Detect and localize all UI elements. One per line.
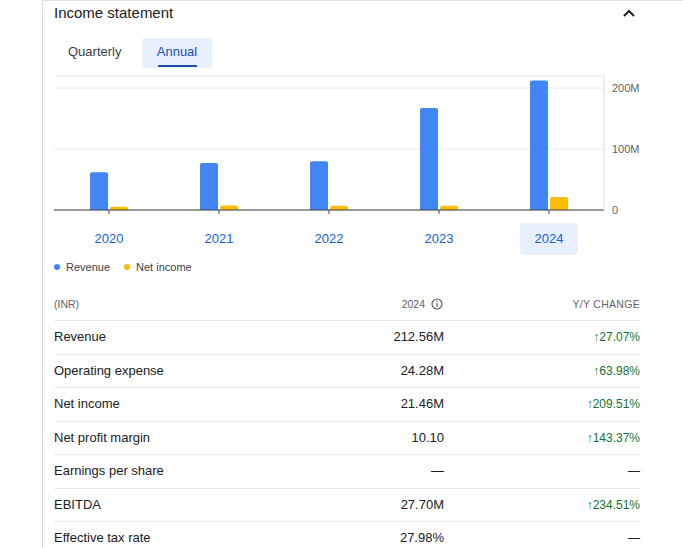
html-text:212.56M: 212.56M (393, 329, 444, 344)
html-text:EBITDA: EBITDA (54, 496, 101, 512)
html-text:Quarterly: Quarterly (68, 44, 122, 59)
html-text:(INR): (INR) (54, 298, 80, 310)
svg-text:2022: 2022 (315, 231, 344, 246)
svg-text:100M: 100M (612, 143, 640, 155)
html-text:Y/Y CHANGE: Y/Y CHANGE (572, 298, 640, 310)
html-text:Net profit margin: Net profit margin (54, 429, 151, 445)
html-text:↑63.98%: ↑63.98% (593, 363, 640, 378)
html-text:Effective tax rate: Effective tax rate (54, 530, 151, 545)
html-text:Operating expense: Operating expense (54, 362, 164, 378)
html-text:10.10: 10.10 (411, 429, 444, 445)
html-text:Income statement: Income statement (54, 4, 174, 21)
html-text:Revenue: Revenue (54, 329, 106, 344)
html-text:Net income: Net income (54, 396, 120, 411)
svg-text:0: 0 (612, 204, 618, 216)
html-text:2024: 2024 (401, 298, 425, 310)
html-text:Net income: Net income (136, 261, 192, 273)
svg-text:2020: 2020 (95, 231, 124, 246)
html-text:↑234.51%: ↑234.51% (586, 497, 640, 512)
html-text:↑209.51%: ↑209.51% (586, 397, 640, 411)
svg-text:2021: 2021 (205, 231, 234, 246)
svg-text:2023: 2023 (425, 231, 454, 246)
html-text:21.46M: 21.46M (400, 396, 444, 411)
html-text:27.98%: 27.98% (399, 530, 444, 545)
html-text:27.70M: 27.70M (400, 496, 444, 512)
html-text:↑27.07%: ↑27.07% (593, 330, 640, 344)
html-text:↑143.37%: ↑143.37% (586, 430, 640, 445)
html-text:Annual: Annual (156, 44, 198, 59)
svg-text:200M: 200M (612, 82, 640, 94)
html-text:24.28M: 24.28M (400, 362, 444, 378)
html-text:Earnings per share: Earnings per share (54, 463, 164, 478)
html-text:Revenue: Revenue (66, 261, 110, 273)
svg-text:2024: 2024 (535, 231, 564, 246)
